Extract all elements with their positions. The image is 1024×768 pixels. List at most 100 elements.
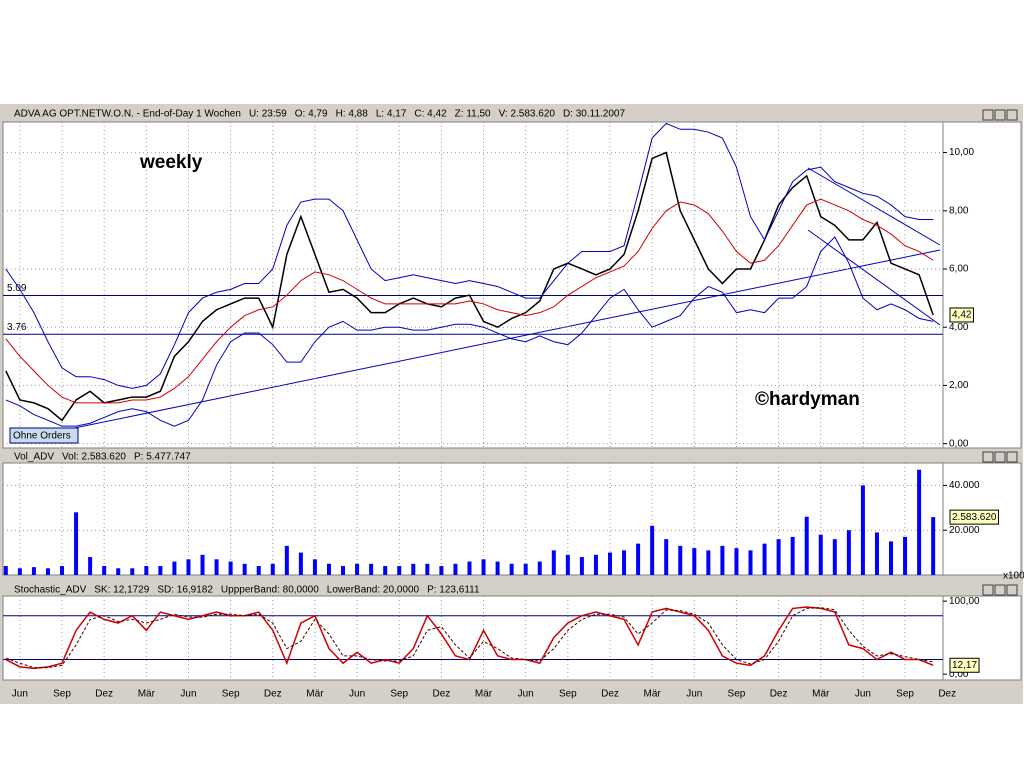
minimize-button[interactable] — [982, 109, 994, 121]
bar — [860, 485, 865, 575]
y-tick-label: 4,00 — [949, 322, 969, 333]
x-tick-label: Dez — [95, 689, 113, 700]
bar — [214, 559, 219, 575]
bar — [369, 563, 374, 575]
header-field: UppperBand: 80,0000 — [221, 585, 319, 596]
bar — [467, 561, 472, 575]
header-field: Stochastic_ADV — [14, 585, 87, 596]
bar — [270, 563, 275, 575]
bar — [383, 566, 388, 575]
minimize-button[interactable] — [982, 584, 994, 596]
bar — [158, 566, 163, 575]
bar — [172, 561, 177, 575]
bar — [186, 559, 191, 575]
x-tick-label: Dez — [938, 689, 956, 700]
x-tick-label: Mär — [812, 689, 830, 700]
header-field: D: 30.11.2007 — [563, 109, 626, 120]
bar — [776, 539, 781, 575]
bar — [678, 545, 683, 575]
close-button[interactable] — [1006, 584, 1018, 596]
bar — [60, 566, 65, 575]
x-tick-label: Sep — [390, 689, 408, 700]
annotation: ©hardyman — [755, 389, 860, 410]
y-tick-label: 2,00 — [949, 380, 969, 391]
trend-line — [54, 249, 941, 433]
bar — [481, 559, 486, 575]
header-field: LowerBand: 20,0000 — [327, 585, 420, 596]
bar — [45, 568, 50, 575]
bar — [439, 566, 444, 575]
x-tick-label: Sep — [896, 689, 914, 700]
header-field: P: 5.477.747 — [134, 452, 191, 463]
bar — [565, 554, 570, 575]
bar — [748, 550, 753, 575]
price-panel — [2, 121, 944, 449]
series-line — [5, 606, 934, 670]
bar — [3, 566, 8, 575]
bar — [917, 469, 922, 575]
header-field: L: 4,17 — [376, 109, 407, 120]
x-tick-label: Jun — [686, 689, 702, 700]
button-label: Ohne Orders — [13, 431, 71, 442]
x-tick-label: Sep — [728, 689, 746, 700]
price-axis — [942, 121, 1022, 449]
series-line — [5, 607, 934, 669]
channel-line — [807, 167, 941, 246]
y-tick-label: 10,00 — [949, 147, 974, 158]
header-field: Vol_ADV — [14, 452, 54, 463]
close-button[interactable] — [1006, 109, 1018, 121]
maximize-button[interactable] — [994, 451, 1006, 463]
window-buttons[interactable] — [982, 109, 1018, 596]
button[interactable] — [9, 427, 79, 444]
header-field: ADVA AG OPT.NETW.O.N. - End-of-Day 1 Woc… — [14, 109, 241, 120]
x-tick-label: Mär — [475, 689, 493, 700]
horizontal-line-label: 5.09 — [7, 283, 27, 294]
header-field: O: 4,79 — [295, 109, 328, 120]
maximize-button[interactable] — [994, 109, 1006, 121]
bar — [242, 563, 247, 575]
header-field: SD: 16,9182 — [157, 585, 213, 596]
annotation: weekly — [139, 152, 203, 173]
header-field: SK: 12,1729 — [94, 585, 149, 596]
unit-label: x100 — [1003, 571, 1024, 582]
bar — [355, 563, 360, 575]
header-field: C: 4,42 — [414, 109, 447, 120]
bar — [551, 550, 556, 575]
bar — [762, 543, 767, 575]
bar — [622, 550, 627, 575]
y-tick-label: 40.000 — [949, 480, 980, 491]
x-tick-label: Sep — [53, 689, 71, 700]
maximize-button[interactable] — [994, 584, 1006, 596]
x-tick-label: Mär — [138, 689, 156, 700]
bar — [17, 568, 22, 575]
minimize-button[interactable] — [982, 451, 994, 463]
channel-line — [807, 229, 941, 326]
y-tick-label: 0,00 — [949, 669, 969, 680]
horizontal-line-label: 3.76 — [7, 322, 27, 333]
x-tick-label: Jun — [12, 689, 28, 700]
header-field: V: 2.583.620 — [499, 109, 556, 120]
series-line — [5, 236, 934, 427]
bar — [88, 557, 93, 575]
bar — [256, 566, 261, 575]
bar — [790, 536, 795, 575]
x-tick-label: Jun — [518, 689, 534, 700]
bar — [453, 563, 458, 575]
bar — [931, 517, 936, 575]
series-line — [5, 122, 934, 389]
bar — [523, 563, 528, 575]
close-button[interactable] — [1006, 451, 1018, 463]
y-tick-label: 20.000 — [949, 525, 980, 536]
header-field: H: 4,88 — [336, 109, 369, 120]
x-tick-label: Jun — [855, 689, 871, 700]
bar — [734, 548, 739, 575]
bar — [874, 532, 879, 575]
bar — [846, 530, 851, 575]
bar — [411, 563, 416, 575]
bar — [818, 534, 823, 575]
bar — [607, 552, 612, 575]
bar — [537, 561, 542, 575]
header-field: P: 123,6111 — [427, 585, 480, 596]
header-field: Z: 11,50 — [455, 109, 491, 120]
